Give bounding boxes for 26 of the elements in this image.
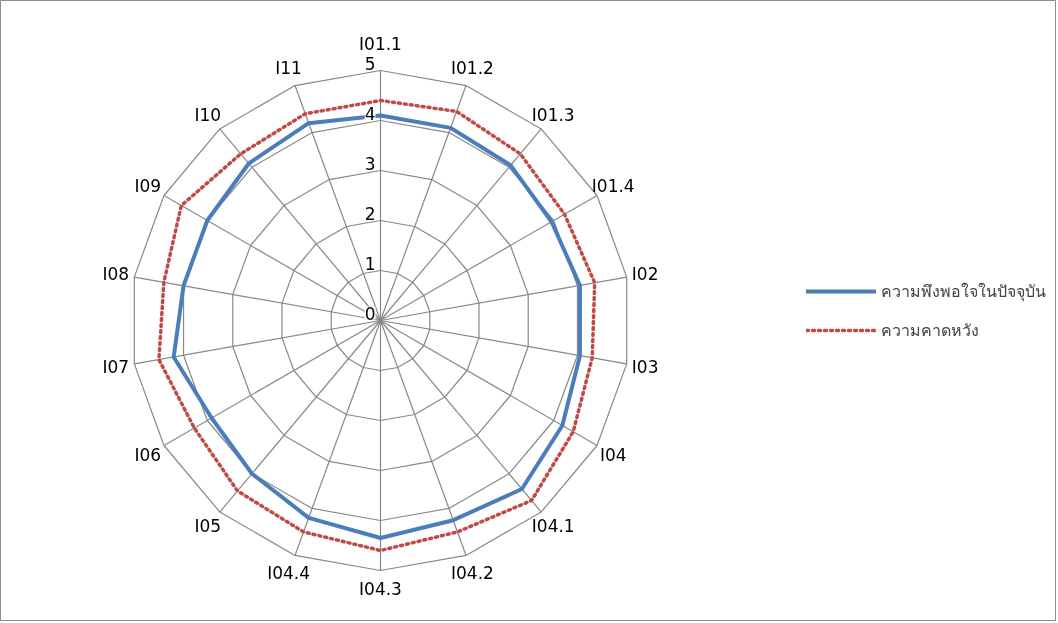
spoke-label: I04.1 bbox=[531, 516, 575, 537]
spoke-label: I11 bbox=[275, 57, 302, 78]
spoke-label: I05 bbox=[194, 516, 222, 537]
spoke-label: I02 bbox=[631, 263, 659, 284]
y-tick-label: 0 bbox=[364, 303, 376, 324]
y-tick-label: 2 bbox=[364, 203, 376, 224]
spoke-label: I01.3 bbox=[531, 104, 575, 125]
spoke-label: I08 bbox=[102, 263, 130, 284]
spoke-label: I04 bbox=[599, 444, 627, 465]
y-tick-label: 5 bbox=[364, 53, 376, 74]
y-tick-label: 4 bbox=[364, 103, 376, 124]
spoke-label: I04.3 bbox=[359, 579, 402, 600]
spoke-label: I03 bbox=[631, 357, 659, 378]
spoke-label: I01.1 bbox=[359, 34, 402, 55]
legend-label: ความพึงพอใจในปัจจุบัน bbox=[881, 280, 1046, 304]
spoke-label: I01.4 bbox=[591, 176, 635, 197]
spoke-label: I04.4 bbox=[267, 563, 311, 584]
spoke-label: I04.2 bbox=[450, 563, 494, 584]
legend-label: ความคาดหวัง bbox=[881, 319, 979, 342]
spoke-label: I01.2 bbox=[450, 57, 494, 78]
spoke-label: I06 bbox=[134, 444, 162, 465]
y-tick-label: 1 bbox=[364, 253, 376, 274]
y-tick-label: 3 bbox=[364, 153, 376, 174]
spoke-label: I09 bbox=[134, 176, 162, 197]
spoke-label: I10 bbox=[194, 104, 222, 125]
spoke-label: I07 bbox=[102, 357, 130, 378]
